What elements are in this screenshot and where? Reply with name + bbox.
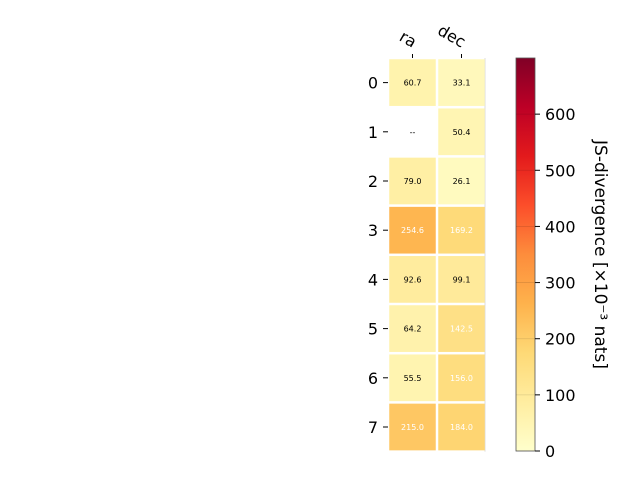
cell-value-label: 254.6 xyxy=(401,226,424,235)
row-tick-label: 3 xyxy=(368,221,378,240)
cell-value-label: 169.2 xyxy=(450,226,473,235)
colorbar-tick-label: 200 xyxy=(545,330,576,349)
heatmap-cell xyxy=(389,206,436,254)
heatmap-cell xyxy=(438,354,485,402)
cell-value-label: 33.1 xyxy=(453,79,471,88)
cell-value-label: 50.4 xyxy=(453,128,471,137)
colorbar-tick-label: 600 xyxy=(545,105,576,124)
cell-value-label: 79.0 xyxy=(404,177,422,186)
heatmap-cell xyxy=(389,256,436,303)
row-tick-label: 5 xyxy=(368,320,378,339)
heatmap-cell xyxy=(438,256,485,303)
cell-value-label: 64.2 xyxy=(404,325,422,334)
cell-value-label: 60.7 xyxy=(404,79,422,88)
heatmap-cell xyxy=(389,403,436,451)
cell-value-label: 26.1 xyxy=(453,177,471,186)
heatmap-cell xyxy=(438,157,485,205)
colorbar-label: JS-divergence [×10⁻³ nats] xyxy=(590,139,610,369)
colorbar-tick-label: 500 xyxy=(545,161,576,180)
cell-value-label: 156.0 xyxy=(450,374,473,383)
heatmap-cell xyxy=(389,157,436,205)
row-tick-label: 7 xyxy=(368,418,378,437)
colorbar: 0 100 200 300 400 500 600 JS-divergence [×10⁻³ … xyxy=(515,57,610,461)
cell-value-label: 184.0 xyxy=(450,423,473,432)
heatmap-cell xyxy=(438,59,485,106)
colorbar-tick-label: 0 xyxy=(545,442,555,461)
colorbar-gradient xyxy=(515,57,536,452)
cell-value-label: 92.6 xyxy=(404,275,422,284)
colorbar-tick-label: 300 xyxy=(545,274,576,293)
heatmap-cell xyxy=(389,305,436,352)
heatmap-cell xyxy=(438,206,485,254)
row-tick-label: 1 xyxy=(368,123,378,142)
cell-value-label: 99.1 xyxy=(453,275,471,284)
cell-value-label: 215.0 xyxy=(401,423,424,432)
row-tick-label: 2 xyxy=(368,172,378,191)
heatmap-cell xyxy=(389,354,436,402)
row-tick-label: 0 xyxy=(368,74,378,93)
cell-value-label: -- xyxy=(410,128,416,137)
heatmap-cell xyxy=(438,305,485,352)
column-tick-label: ra xyxy=(396,27,420,52)
row-tick-label: 4 xyxy=(368,270,378,289)
colorbar-tick-label: 100 xyxy=(545,386,576,405)
cell-value-label: 142.5 xyxy=(450,325,473,334)
heatmap-cell xyxy=(438,403,485,451)
cell-value-label: 55.5 xyxy=(404,374,422,383)
colorbar-tick-label: 400 xyxy=(545,217,576,236)
column-tick-label: dec xyxy=(435,21,469,52)
row-tick-label: 6 xyxy=(368,369,378,388)
heatmap-cell xyxy=(438,108,485,156)
heatmap-grid: 60.7 33.1 -- 50.4 79.0 26.1 254.6 169.2 92.6 99.1… xyxy=(368,21,486,452)
heatmap-cell xyxy=(389,59,436,106)
